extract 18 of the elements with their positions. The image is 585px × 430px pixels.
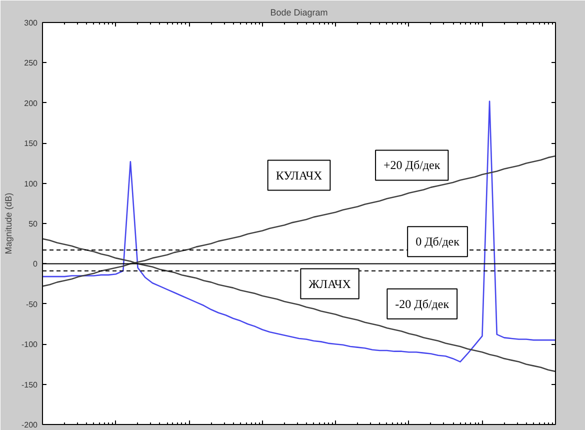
y-tick-label: 50	[28, 220, 38, 228]
y-tick-label: -200	[21, 420, 38, 430]
annotation: +20 Дб/дек	[384, 158, 440, 172]
annotation: ЖЛАЧХ	[308, 276, 352, 291]
y-tick-label: 300	[24, 18, 38, 28]
y-tick-label: 0	[33, 260, 38, 269]
y-tick-label: -100	[21, 340, 38, 350]
annotation: -20 Дб/дек	[395, 296, 450, 311]
y-tick-label: -150	[21, 380, 38, 390]
y-tick-label: 250	[24, 58, 38, 68]
y-tick-label: 100	[24, 179, 38, 188]
y-axis-title: Magnitude (dB)	[3, 192, 14, 254]
y-tick-label: 200	[24, 98, 38, 108]
chart-title: Bode Diagram	[270, 8, 328, 18]
y-tick-label: -50	[26, 300, 38, 309]
annotation: 0 Дб/дек	[416, 234, 460, 249]
y-tick-label: 150	[24, 139, 38, 148]
annotation: КУЛАЧХ	[276, 168, 323, 182]
